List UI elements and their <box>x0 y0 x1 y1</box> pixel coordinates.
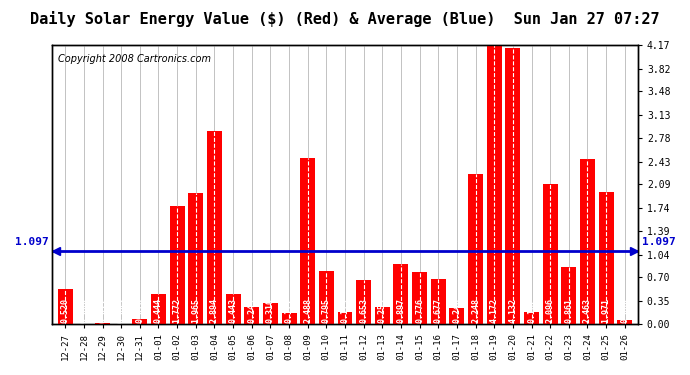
Text: 0.249: 0.249 <box>247 298 256 323</box>
Text: 0.011: 0.011 <box>98 298 107 323</box>
Text: 0.653: 0.653 <box>359 298 368 323</box>
Text: 0.000: 0.000 <box>79 298 88 323</box>
Bar <box>449 308 464 324</box>
Bar <box>207 130 222 324</box>
Bar <box>618 320 632 324</box>
Bar <box>300 158 315 324</box>
Text: 4.132: 4.132 <box>509 298 518 323</box>
Text: 2.894: 2.894 <box>210 298 219 323</box>
Bar <box>431 279 446 324</box>
Text: 1.965: 1.965 <box>191 298 200 323</box>
Bar <box>580 159 595 324</box>
Text: 4.172: 4.172 <box>490 298 499 323</box>
Bar <box>505 48 520 324</box>
Bar <box>95 323 110 324</box>
Text: 0.003: 0.003 <box>117 298 126 323</box>
Bar <box>468 174 483 324</box>
Text: 0.776: 0.776 <box>415 298 424 323</box>
Text: 1.097: 1.097 <box>14 237 48 248</box>
Bar <box>58 290 72 324</box>
Text: 0.182: 0.182 <box>527 298 536 323</box>
Bar <box>524 312 539 324</box>
Bar <box>356 280 371 324</box>
Bar <box>188 193 204 324</box>
Bar <box>486 45 502 324</box>
Text: 2.248: 2.248 <box>471 298 480 323</box>
Bar <box>543 184 558 324</box>
Text: 0.444: 0.444 <box>154 298 163 323</box>
Text: 0.677: 0.677 <box>434 298 443 323</box>
Text: 2.488: 2.488 <box>303 298 312 323</box>
Bar <box>562 267 576 324</box>
Text: 0.171: 0.171 <box>284 298 293 323</box>
Text: 1.971: 1.971 <box>602 298 611 323</box>
Bar <box>132 319 147 324</box>
Bar <box>599 192 613 324</box>
Bar <box>337 312 353 324</box>
Text: 1.097: 1.097 <box>642 237 676 248</box>
Text: 0.861: 0.861 <box>564 298 573 323</box>
Text: 1.772: 1.772 <box>172 298 181 323</box>
Bar <box>170 206 185 324</box>
Text: 0.443: 0.443 <box>228 298 237 323</box>
Text: 0.078: 0.078 <box>135 298 144 323</box>
Text: Daily Solar Energy Value ($) (Red) & Average (Blue)  Sun Jan 27 07:27: Daily Solar Energy Value ($) (Red) & Ave… <box>30 11 660 27</box>
Text: 0.248: 0.248 <box>453 298 462 323</box>
Bar <box>244 308 259 324</box>
Text: 2.096: 2.096 <box>546 298 555 323</box>
Bar <box>393 264 408 324</box>
Bar <box>319 271 334 324</box>
Text: 0.520: 0.520 <box>61 298 70 323</box>
Bar <box>226 294 241 324</box>
Bar <box>282 313 297 324</box>
Bar <box>151 294 166 324</box>
Bar <box>263 303 278 324</box>
Text: 0.060: 0.060 <box>620 298 629 323</box>
Text: 0.253: 0.253 <box>378 298 387 323</box>
Bar <box>375 307 390 324</box>
Text: Copyright 2008 Cartronics.com: Copyright 2008 Cartronics.com <box>58 54 211 64</box>
Text: 0.795: 0.795 <box>322 298 331 323</box>
Bar <box>412 272 427 324</box>
Text: 0.179: 0.179 <box>340 298 350 323</box>
Text: 0.310: 0.310 <box>266 298 275 323</box>
Text: 2.463: 2.463 <box>583 298 592 323</box>
Text: 0.897: 0.897 <box>397 298 406 323</box>
